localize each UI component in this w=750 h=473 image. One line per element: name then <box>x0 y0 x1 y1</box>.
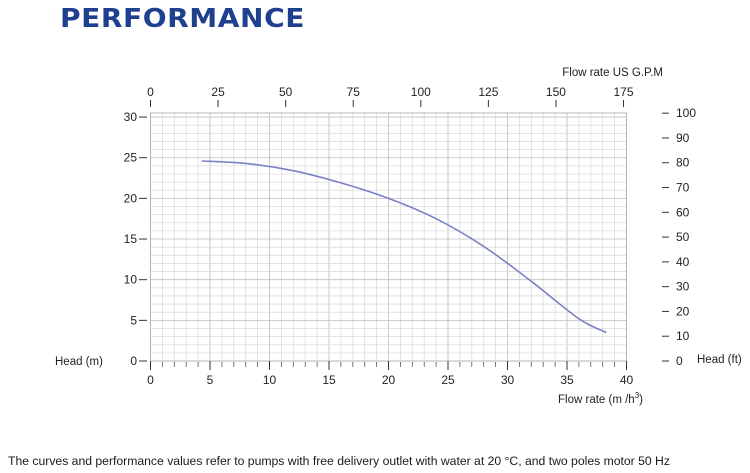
x-bottom-tick-label: 5 <box>207 373 214 387</box>
x-bottom-axis-label-part: ) <box>639 394 643 406</box>
x-top-tick-label: 25 <box>211 85 225 99</box>
x-top-tick-label: 150 <box>546 85 566 99</box>
y-left-tick-label: 5 <box>130 313 137 327</box>
y-right-tick-label: 10 <box>676 329 690 343</box>
x-bottom-axis-label-part: Flow rate (m /h <box>558 394 635 406</box>
y-left-tick-label: 20 <box>124 191 138 205</box>
y-right-tick-label: 40 <box>676 255 690 269</box>
y-right-tick-label: 60 <box>676 205 690 219</box>
x-bottom-axis-unit-superscript: 3 <box>635 391 640 400</box>
x-bottom-tick-label: 15 <box>322 373 336 387</box>
x-bottom-tick-label: 10 <box>263 373 277 387</box>
x-bottom-axis-label: Flow rate (m /h3) <box>558 391 643 406</box>
y-right-tick-label: 30 <box>676 280 690 294</box>
x-top-tick-label: 0 <box>147 85 154 99</box>
performance-curve-line <box>201 160 607 334</box>
x-top-tick-label: 75 <box>347 85 361 99</box>
y-left-tick-label: 25 <box>124 151 138 165</box>
x-top-tick-label: 175 <box>614 85 634 99</box>
footnote: The curves and performance values refer … <box>8 454 670 468</box>
series-layer <box>201 160 607 334</box>
axes <box>139 100 669 370</box>
x-top-tick-label: 50 <box>279 85 293 99</box>
x-top-axis-label: Flow rate US G.P.M <box>562 67 663 79</box>
x-bottom-tick-label: 25 <box>441 373 455 387</box>
x-top-tick-label: 100 <box>411 85 431 99</box>
x-bottom-tick-label: 35 <box>560 373 574 387</box>
y-right-tick-label: 100 <box>676 106 696 120</box>
axis-labels: 0 5 10 15 20 25 30 35 400 25 50 75 100 125 150 17505101… <box>55 67 742 406</box>
x-bottom-tick-label: 0 <box>147 373 154 387</box>
y-right-tick-label: 20 <box>676 304 690 318</box>
y-left-tick-label: 15 <box>124 232 138 246</box>
grid <box>150 113 627 361</box>
performance-chart: 0 5 10 15 20 25 30 35 400 25 50 75 100 125 150 17505101… <box>55 67 742 406</box>
x-top-tick-label: 125 <box>478 85 498 99</box>
y-right-tick-label: 90 <box>676 131 690 145</box>
y-left-tick-label: 0 <box>130 354 137 368</box>
page-title: PERFORMANCE <box>60 4 305 34</box>
y-right-tick-label: 50 <box>676 230 690 244</box>
y-right-tick-label: 0 <box>676 354 683 368</box>
x-bottom-tick-label: 40 <box>620 373 634 387</box>
y-right-tick-label: 70 <box>676 181 690 195</box>
x-bottom-tick-label: 30 <box>501 373 515 387</box>
x-bottom-tick-label: 20 <box>382 373 396 387</box>
y-right-axis-label: Head (ft) <box>697 354 742 366</box>
y-left-axis-label: Head (m) <box>55 356 103 368</box>
y-left-tick-label: 10 <box>124 273 138 287</box>
y-right-tick-label: 80 <box>676 156 690 170</box>
y-left-tick-label: 30 <box>124 110 138 124</box>
